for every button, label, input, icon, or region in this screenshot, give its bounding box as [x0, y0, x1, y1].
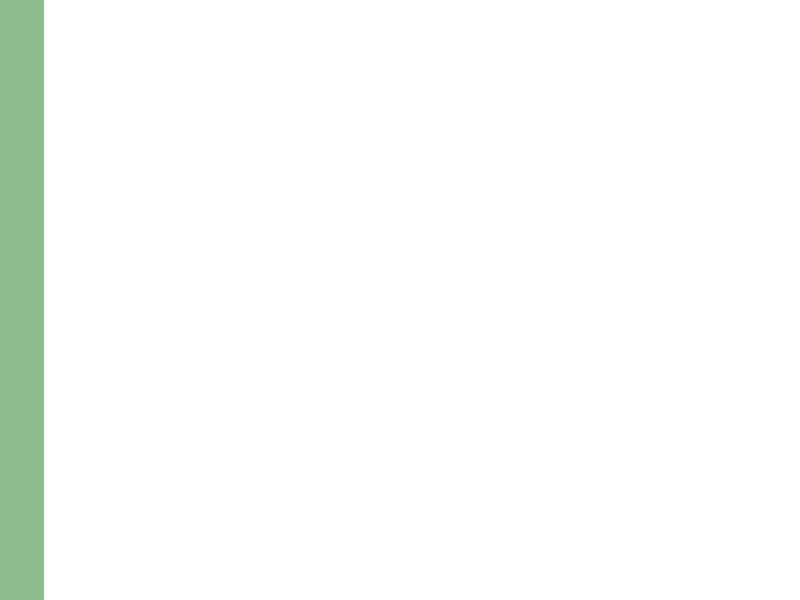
- Text: Non-genetic changes (epigenetic changes
    etc.): Non-genetic changes (epigenetic changes …: [108, 464, 636, 520]
- Text: Somaclonal variability may occur in
the following forms:: Somaclonal variability may occur in the …: [74, 120, 686, 182]
- Text: Genetic variability (mutations of genes,
    activation of repressed genes etc.): Genetic variability (mutations of genes,…: [108, 362, 605, 418]
- FancyBboxPatch shape: [63, 213, 698, 246]
- Text: Cytogenetic variability (translocations,
    deletions,  inversions,  duplicatio: Cytogenetic variability (translocations,…: [108, 260, 655, 316]
